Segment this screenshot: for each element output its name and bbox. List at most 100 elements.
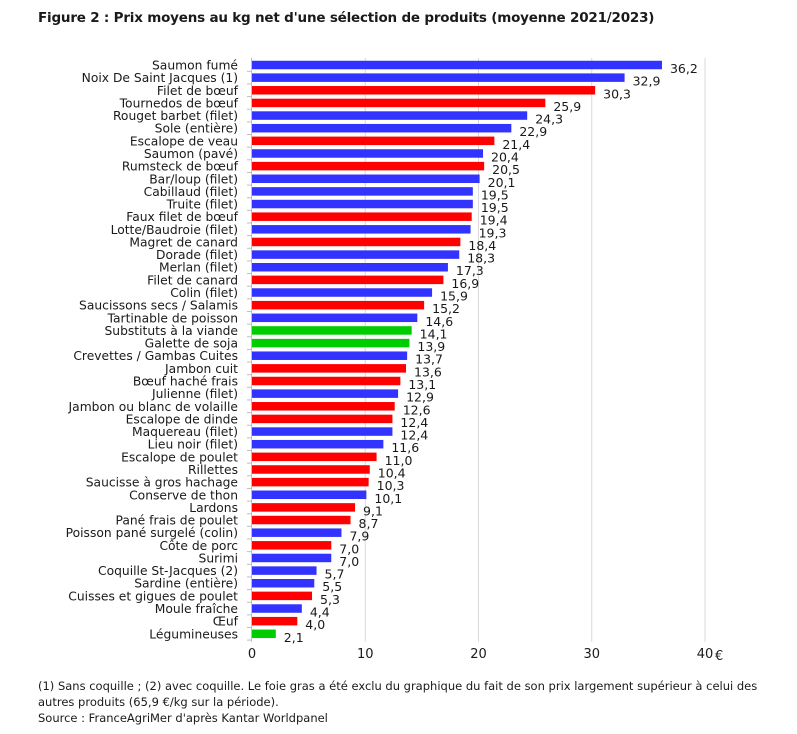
data-label: 12,6 — [403, 402, 431, 417]
data-label: 4,4 — [310, 605, 330, 620]
category-label: Saumon (pavé) — [144, 147, 238, 161]
category-label: Bar/loup (filet) — [149, 172, 238, 186]
bar — [252, 578, 315, 588]
bar — [252, 439, 384, 449]
category-label: Pané frais de poulet — [115, 514, 238, 528]
category-label: Colin (filet) — [170, 286, 238, 300]
category-label: Conserve de thon — [129, 488, 238, 502]
category-label: Lardons — [189, 501, 238, 515]
category-label: Maquereau (filet) — [132, 425, 238, 439]
bar — [252, 376, 401, 386]
bar — [252, 86, 596, 95]
category-label: Surimi — [199, 551, 238, 565]
category-label: Galette de soja — [145, 337, 238, 351]
x-tick-label: 0 — [248, 647, 256, 662]
category-label: Filet de bœuf — [157, 84, 239, 98]
category-label: Lieu noir (filet) — [148, 438, 238, 452]
bar — [252, 300, 425, 310]
bar — [252, 199, 473, 209]
data-label: 19,4 — [480, 213, 508, 228]
category-label: Saumon fumé — [152, 59, 238, 73]
category-label: Rouget barbet (filet) — [113, 109, 238, 123]
data-label: 14,1 — [420, 326, 448, 341]
data-label: 14,6 — [425, 314, 453, 329]
bar — [252, 275, 444, 285]
x-tick-label: 40 — [697, 647, 714, 662]
category-label: Crevettes / Gambas Cuites — [73, 349, 238, 363]
x-tick-label: 10 — [357, 647, 374, 662]
data-label: 5,3 — [320, 592, 340, 607]
bar — [252, 591, 313, 601]
category-label: Rillettes — [188, 463, 238, 477]
bar — [252, 490, 367, 500]
data-label: 20,1 — [488, 175, 516, 190]
bar — [252, 73, 625, 82]
bar — [252, 123, 512, 133]
data-label: 19,5 — [481, 200, 509, 215]
data-label: 32,9 — [633, 74, 661, 89]
bar — [252, 503, 356, 512]
bar-chart: 0 10 20 30 40 € Saumon fumé 36,2 Noix De Saint J… — [66, 58, 723, 664]
category-label: Escalope de poulet — [121, 450, 238, 464]
data-label: 10,3 — [377, 478, 405, 493]
bar — [252, 174, 480, 184]
unit-label: € — [715, 649, 723, 664]
category-label: Tournedos de bœuf — [119, 96, 239, 110]
data-label: 13,9 — [417, 339, 445, 354]
data-label: 13,7 — [415, 352, 443, 367]
bar — [252, 477, 369, 487]
bar — [252, 452, 377, 462]
category-label: Escalope de veau — [130, 134, 238, 148]
bar — [252, 98, 546, 108]
category-label: Lotte/Baudroie (filet) — [111, 223, 238, 237]
bar — [252, 288, 433, 297]
bar — [252, 604, 302, 613]
category-label: Saucisse à gros hachage — [86, 476, 238, 490]
bar — [252, 225, 471, 234]
bar — [252, 389, 399, 398]
category-label: Sole (entière) — [155, 122, 238, 136]
category-label: Faux filet de bœuf — [126, 210, 238, 224]
bar — [252, 541, 332, 550]
category-label: Bœuf haché frais — [133, 375, 238, 389]
source: Source : FranceAgriMer d'après Kantar Wo… — [38, 711, 328, 725]
data-label: 22,9 — [519, 124, 547, 139]
data-label: 12,4 — [400, 428, 428, 443]
category-label: Poisson pané surgelé (colin) — [66, 526, 238, 540]
category-label: Tartinable de poisson — [107, 311, 239, 325]
data-label: 13,1 — [408, 377, 436, 392]
category-label: Escalope de dinde — [126, 412, 238, 426]
bar — [252, 161, 485, 171]
bar — [252, 528, 342, 537]
data-label: 11,6 — [391, 440, 419, 455]
data-label: 10,1 — [374, 491, 402, 506]
bar — [252, 414, 393, 424]
data-label: 13,6 — [414, 364, 442, 379]
bar — [252, 553, 332, 563]
bar — [252, 237, 461, 247]
category-label: Sardine (entière) — [134, 577, 238, 591]
category-label: Cabillaud (filet) — [144, 185, 238, 199]
bar — [252, 351, 408, 360]
data-label: 11,0 — [385, 453, 413, 468]
category-label: Magret de canard — [129, 235, 238, 249]
data-label: 19,5 — [481, 187, 509, 202]
category-label: Julienne (filet) — [151, 387, 238, 401]
category-label: Côte de porc — [159, 539, 238, 553]
category-label: Jambon ou blanc de volaille — [68, 400, 238, 414]
bar — [252, 111, 528, 120]
data-label: 5,7 — [325, 567, 345, 582]
bar — [252, 262, 448, 272]
bar — [252, 402, 395, 411]
category-label: Saucissons secs / Salamis — [79, 299, 238, 313]
category-label: Merlan (filet) — [159, 261, 238, 275]
bar — [252, 427, 393, 436]
data-label: 12,9 — [406, 390, 434, 405]
data-label: 5,5 — [322, 579, 342, 594]
bar — [252, 149, 484, 158]
bar — [252, 566, 317, 575]
data-label: 9,1 — [363, 503, 383, 518]
category-label: Cuisses et gigues de poulet — [68, 589, 238, 603]
category-label: Dorade (filet) — [156, 248, 238, 262]
bar — [252, 629, 276, 639]
